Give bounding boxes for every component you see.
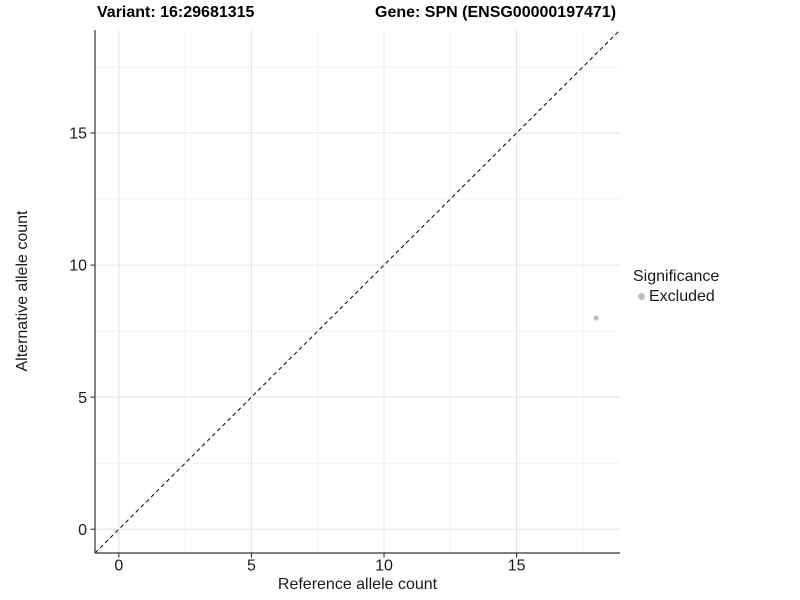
x-tick-label: 10 <box>375 557 393 574</box>
x-axis-title: Reference allele count <box>277 576 438 593</box>
y-tick-label: 5 <box>78 390 87 407</box>
legend-title: Significance <box>633 268 720 285</box>
variant-title: Variant: 16:29681315 <box>97 4 255 21</box>
y-tick-label: 15 <box>69 126 87 143</box>
y-tick-label: 10 <box>69 258 87 275</box>
legend-item-label: Excluded <box>649 288 715 305</box>
legend-item-excluded: Excluded <box>638 287 719 306</box>
legend-key-dot-icon <box>638 293 645 300</box>
gene-title: Gene: SPN (ENSG00000197471) <box>375 4 617 21</box>
x-tick-label: 5 <box>247 557 256 574</box>
y-axis-title: Alternative allele count <box>14 210 31 372</box>
y-tick-label: 0 <box>78 522 87 539</box>
x-tick-label: 0 <box>114 557 123 574</box>
identity-dashed-line <box>94 29 621 554</box>
data-point <box>593 315 599 321</box>
x-tick-label: 15 <box>508 557 526 574</box>
legend: Significance Excluded <box>633 267 719 306</box>
